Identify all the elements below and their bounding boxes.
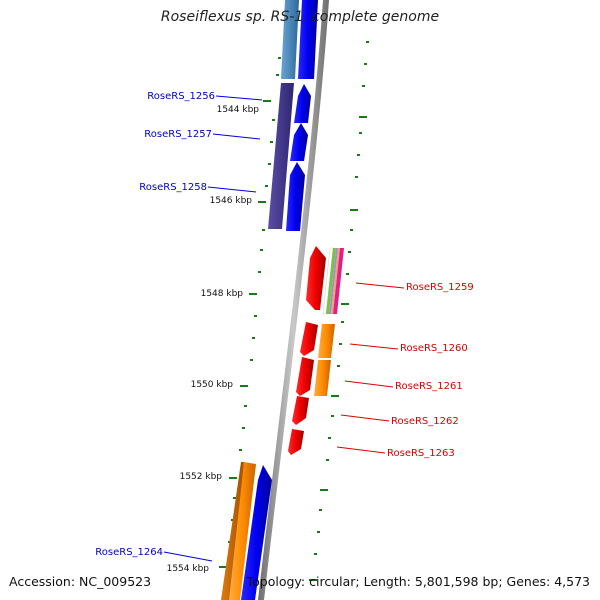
gene-label-rosers-1261[interactable]: RoseRS_1261 xyxy=(395,381,463,392)
cds-rosers-1262[interactable] xyxy=(292,396,309,425)
gene-label-rosers-1260[interactable]: RoseRS_1260 xyxy=(400,343,468,354)
leader-rosers-1256 xyxy=(215,95,263,101)
kbp-label-1546: 1546 kbp xyxy=(210,196,253,206)
gene-label-rosers-1257[interactable]: RoseRS_1257 xyxy=(144,129,212,140)
topology-summary: Topology: circular; Length: 5,801,598 bp… xyxy=(246,574,590,589)
cds-orange-a[interactable] xyxy=(318,324,335,358)
cds-orange-b[interactable] xyxy=(314,360,331,396)
map-title: Roseiflexus sp. RS-1, complete genome xyxy=(160,9,440,25)
cds-rosers-1257[interactable] xyxy=(290,123,308,161)
cds-top-steel[interactable] xyxy=(281,0,299,79)
gene-label-rosers-1258[interactable]: RoseRS_1258 xyxy=(139,182,207,193)
cds-rosers-1264-blue[interactable] xyxy=(241,465,272,600)
leader-rosers-1261 xyxy=(344,380,394,388)
cds-operon-purple[interactable] xyxy=(268,83,294,229)
cds-rosers-1260[interactable] xyxy=(300,322,318,356)
kbp-label-1550: 1550 kbp xyxy=(191,380,234,390)
leader-rosers-1258 xyxy=(207,186,257,193)
gene-label-rosers-1256[interactable]: RoseRS_1256 xyxy=(147,91,215,102)
gene-label-rosers-1259[interactable]: RoseRS_1259 xyxy=(406,282,474,293)
leader-rosers-1260 xyxy=(349,343,399,350)
accession-label: Accession: NC_009523 xyxy=(9,574,152,589)
cds-rosers-1261[interactable] xyxy=(296,357,314,396)
kbp-label-1548: 1548 kbp xyxy=(201,289,244,299)
kbp-label-1552: 1552 kbp xyxy=(180,472,223,482)
genome-backbone xyxy=(258,0,329,600)
cds-rosers-1256[interactable] xyxy=(294,84,311,123)
outer-tick-track xyxy=(309,41,369,581)
cds-rosers-1258[interactable] xyxy=(286,162,305,231)
gene-label-rosers-1262[interactable]: RoseRS_1262 xyxy=(391,416,459,427)
leader-rosers-1262 xyxy=(340,414,390,422)
gene-label-rosers-1264[interactable]: RoseRS_1264 xyxy=(95,547,163,558)
cds-rosers-1264-orange[interactable] xyxy=(229,462,256,600)
kbp-label-1554: 1554 kbp xyxy=(167,564,210,574)
leader-rosers-1263 xyxy=(336,446,386,454)
gene-label-rosers-1263[interactable]: RoseRS_1263 xyxy=(387,448,455,459)
cds-rosers-1263[interactable] xyxy=(288,429,304,455)
feature-multicolor[interactable] xyxy=(322,247,344,315)
leader-rosers-1264 xyxy=(163,551,213,562)
cds-top-blue[interactable] xyxy=(298,0,318,79)
kbp-label-1544: 1544 kbp xyxy=(217,105,260,115)
cds-bottom-orange-dark[interactable] xyxy=(221,462,244,600)
leader-rosers-1259 xyxy=(355,282,405,289)
leader-rosers-1257 xyxy=(212,133,261,140)
cds-rosers-1259[interactable] xyxy=(306,246,326,310)
